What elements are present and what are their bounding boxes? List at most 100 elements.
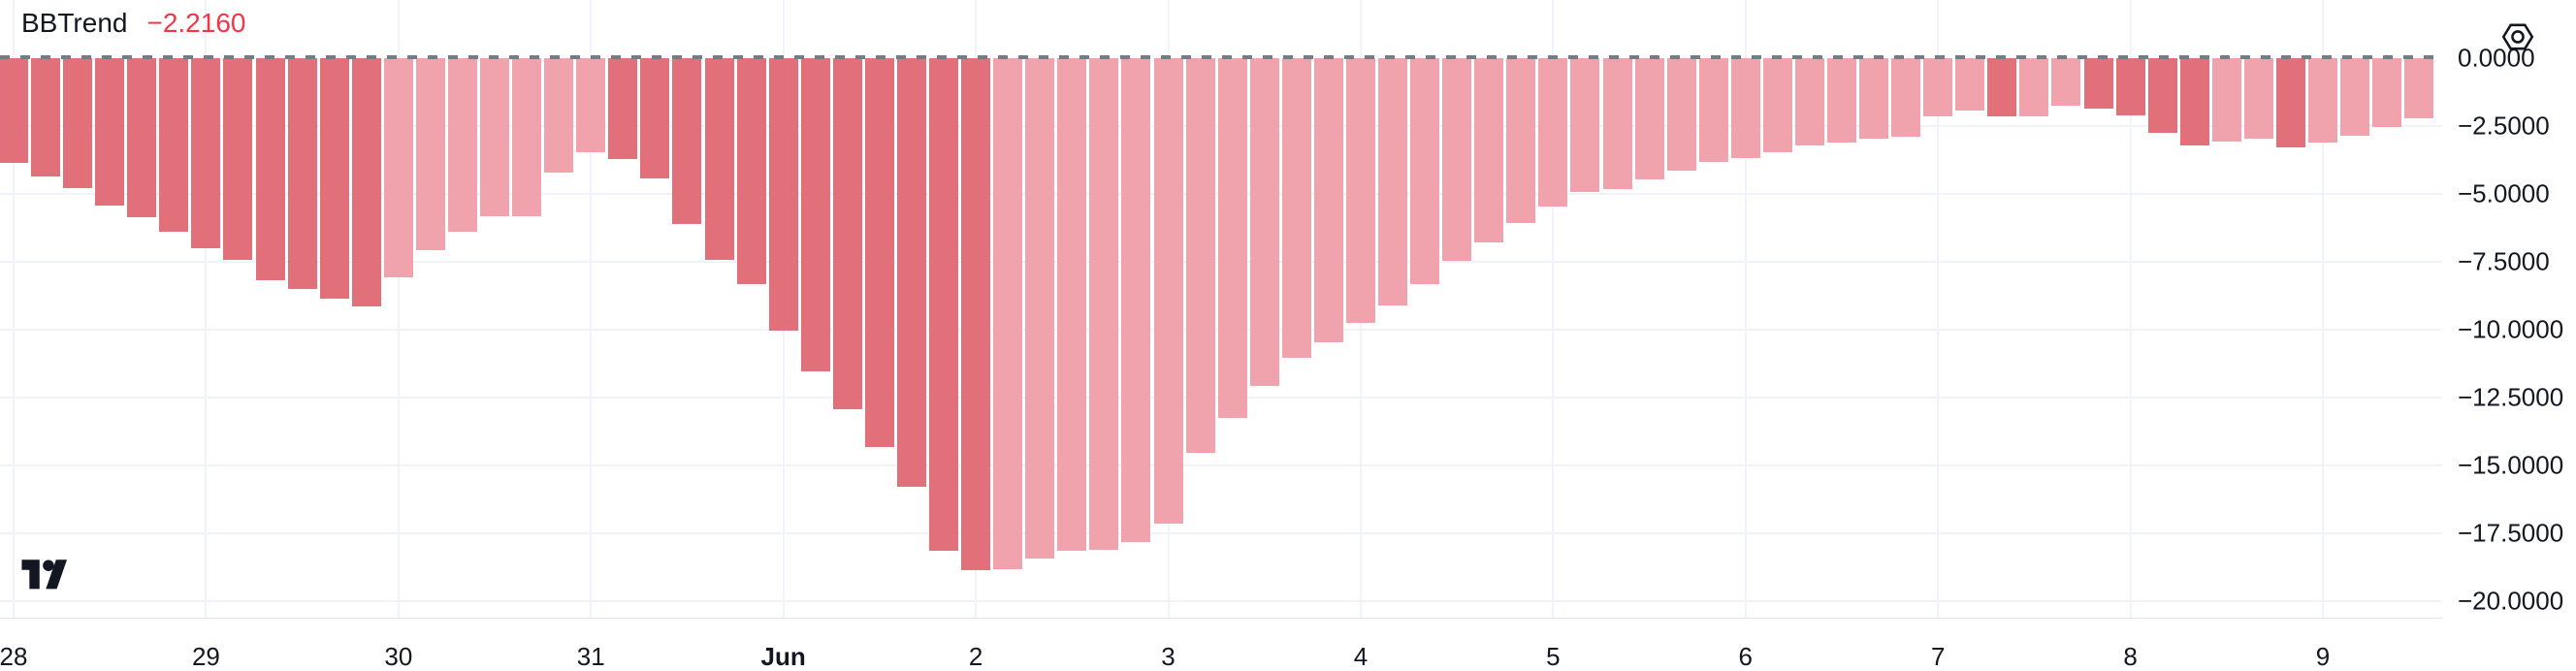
time-axis-label: 30 (384, 642, 413, 671)
histogram-bar (832, 58, 862, 409)
histogram-bar (1891, 58, 1921, 137)
price-axis-label: −7.5000 (2458, 246, 2550, 276)
histogram-bar (191, 58, 221, 248)
histogram-bar (1025, 58, 1055, 559)
price-gridline (0, 600, 2442, 602)
histogram-bar (1826, 58, 1856, 143)
time-gridline (1744, 0, 1747, 618)
price-axis-label: −10.0000 (2458, 314, 2564, 344)
time-axis-label: 7 (1930, 642, 1946, 671)
histogram-bar (1634, 58, 1664, 179)
price-axis-label: −12.5000 (2458, 382, 2564, 412)
histogram-bar (1730, 58, 1760, 158)
histogram-bar (480, 58, 510, 216)
histogram-bar (2051, 58, 2081, 106)
histogram-bar (544, 58, 574, 173)
price-gridline (0, 532, 2442, 534)
histogram-bar (896, 58, 926, 487)
time-axis-label: Jun (760, 642, 806, 671)
histogram-bar (704, 58, 734, 260)
indicator-legend[interactable]: BBTrend −2.2160 (21, 7, 245, 40)
histogram-bar (1185, 58, 1215, 453)
histogram-bar (2083, 58, 2113, 109)
plot-area[interactable] (0, 0, 2442, 618)
histogram-bar (1538, 58, 1568, 207)
histogram-bar (1570, 58, 1600, 192)
histogram-bar (1762, 58, 1792, 152)
histogram-bar (415, 58, 445, 250)
histogram-bar (31, 58, 61, 176)
tradingview-logo-icon[interactable] (21, 559, 68, 591)
histogram-bar (127, 58, 157, 217)
time-gridline (13, 0, 15, 618)
histogram-bar (512, 58, 542, 216)
histogram-bar (223, 58, 253, 260)
indicator-name[interactable]: BBTrend (21, 8, 128, 38)
histogram-bar (2340, 58, 2370, 136)
histogram-bar (961, 58, 991, 570)
histogram-bar (1923, 58, 1953, 116)
histogram-bar (255, 58, 285, 280)
time-gridline (1937, 0, 1940, 618)
time-axis-label: 3 (1161, 642, 1175, 671)
time-gridline (2129, 0, 2132, 618)
time-gridline (2322, 0, 2325, 618)
histogram-bar (2147, 58, 2177, 133)
time-gridline (397, 0, 400, 618)
price-gridline (0, 464, 2442, 466)
histogram-bar (2211, 58, 2241, 142)
time-axis[interactable]: 28 29 30 31 Jun 2 3 4 5 6 7 8 9 (0, 619, 2576, 671)
histogram-bar (1378, 58, 1407, 305)
histogram-bar (2115, 58, 2145, 115)
histogram-bar (1506, 58, 1536, 223)
histogram-bar (672, 58, 702, 224)
histogram-bar (800, 58, 830, 371)
histogram-bar (1666, 58, 1696, 171)
histogram-bar (1698, 58, 1728, 162)
histogram-bar (1602, 58, 1632, 189)
histogram-bar (1859, 58, 1889, 139)
histogram-bar (608, 58, 638, 159)
histogram-bar (929, 58, 959, 551)
price-axis[interactable]: 0.0000 −2.5000 −5.0000 −7.5000 −10.0000 −12.5… (2442, 0, 2576, 671)
price-axis-label: −17.5000 (2458, 518, 2564, 548)
time-axis-label: 8 (2123, 642, 2138, 671)
histogram-bar (159, 58, 189, 232)
time-axis-label: 29 (191, 642, 220, 671)
time-axis-label: 4 (1353, 642, 1368, 671)
time-axis-label: 2 (968, 642, 983, 671)
price-axis-label: −20.0000 (2458, 586, 2564, 616)
histogram-bar (2243, 58, 2273, 139)
price-axis-label: −15.0000 (2458, 450, 2564, 480)
histogram-bar (1345, 58, 1375, 323)
price-axis-label: −2.5000 (2458, 111, 2550, 141)
histogram-bar (319, 58, 349, 299)
histogram-bar (1987, 58, 2017, 116)
histogram-bar (864, 58, 894, 447)
histogram-bar (1057, 58, 1087, 551)
time-axis-label: 5 (1546, 642, 1561, 671)
histogram-bar (1442, 58, 1472, 261)
zero-line (0, 55, 2442, 59)
hexagon-circle-icon[interactable] (2500, 19, 2535, 54)
histogram-bar (287, 58, 317, 289)
price-axis-label: 0.0000 (2458, 43, 2535, 73)
time-axis-label: 9 (2315, 642, 2331, 671)
time-gridline (1552, 0, 1555, 618)
histogram-bar (1217, 58, 1247, 418)
price-axis-label: −5.0000 (2458, 178, 2550, 208)
histogram-bar (2275, 58, 2305, 147)
time-axis-label: 28 (0, 642, 28, 671)
histogram-bar (1955, 58, 1985, 111)
histogram-bar (1794, 58, 1824, 145)
histogram-bar (1281, 58, 1311, 358)
histogram-bar (640, 58, 670, 178)
histogram-bar (2308, 58, 2338, 143)
histogram-bar (993, 58, 1023, 569)
time-axis-label: 6 (1738, 642, 1753, 671)
histogram-bar (351, 58, 381, 306)
histogram-bar (447, 58, 477, 232)
histogram-bar (1089, 58, 1119, 550)
histogram-bar (576, 58, 606, 152)
histogram-bar (1249, 58, 1279, 386)
